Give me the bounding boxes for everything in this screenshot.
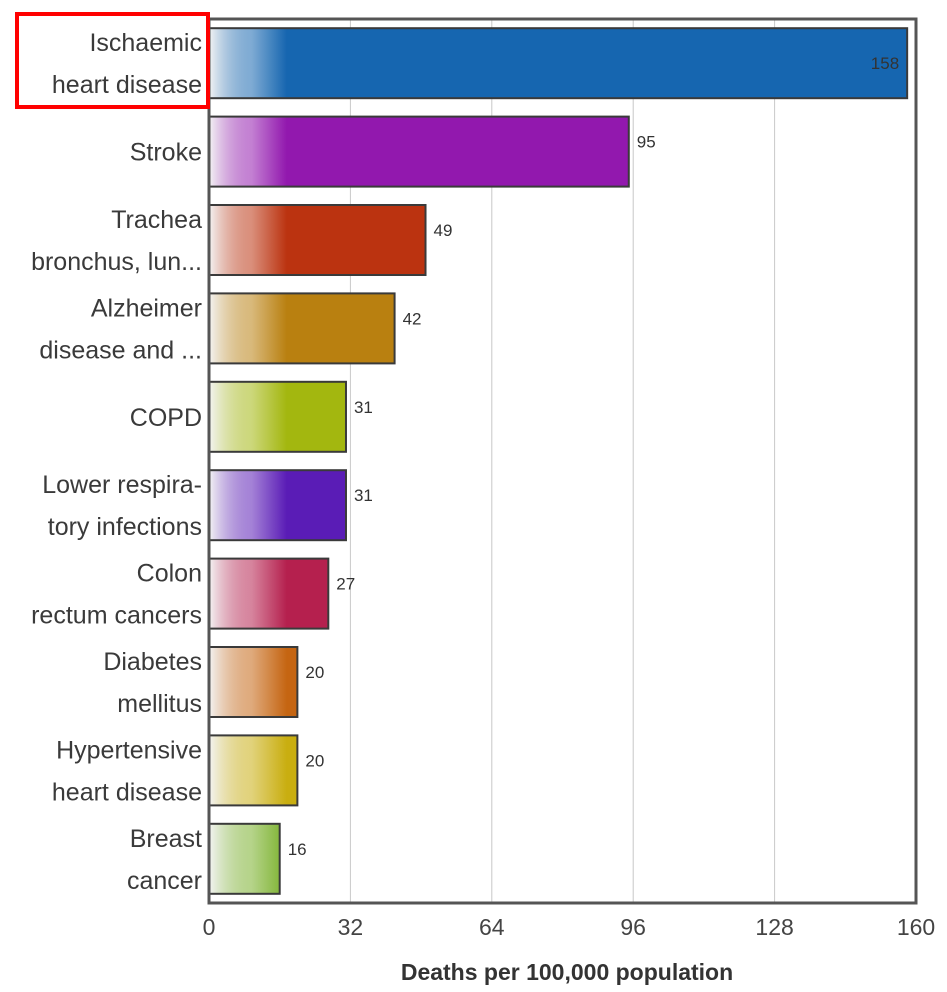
x-tick-label: 32: [338, 914, 364, 940]
value-label: 31: [354, 398, 373, 417]
highlight-box: [15, 12, 210, 109]
category-label: Hypertensive: [56, 736, 202, 764]
bar: [208, 734, 299, 807]
category-labels: Ischaemic heart disease Stroke Trachea bronc…: [31, 29, 202, 895]
bar: [208, 27, 909, 100]
value-label: 49: [434, 221, 453, 240]
category-label: cancer: [127, 867, 202, 895]
x-tick-label: 128: [755, 914, 793, 940]
category-label: Lower respira-: [42, 471, 202, 499]
category-label: tory infections: [48, 513, 202, 541]
x-tick-label: 0: [203, 914, 216, 940]
category-label: Colon: [137, 560, 202, 588]
category-label: heart disease: [52, 71, 202, 99]
bar: [208, 115, 630, 188]
category-label: mellitus: [117, 690, 202, 718]
x-tick-label: 160: [897, 914, 935, 940]
x-tick-label: 64: [479, 914, 505, 940]
bar: [208, 469, 347, 542]
category-label: disease and ...: [39, 336, 202, 364]
x-axis-title: Deaths per 100,000 population: [401, 959, 733, 985]
x-axis-ticks: 0 32 64 96 128 160: [203, 914, 936, 940]
bar: [208, 822, 281, 895]
plot-frame: [207, 17, 918, 905]
value-label: 95: [637, 133, 656, 152]
bars: [208, 27, 909, 895]
category-label: Alzheimer: [91, 294, 202, 322]
value-label: 27: [336, 575, 355, 594]
category-label: rectum cancers: [31, 602, 202, 630]
value-label: 20: [305, 663, 324, 682]
value-label: 42: [403, 309, 422, 328]
category-label: bronchus, lun...: [31, 248, 202, 276]
value-label: 16: [288, 840, 307, 859]
bar: [208, 380, 347, 453]
x-tick-label: 96: [620, 914, 646, 940]
category-label: Trachea: [111, 206, 202, 234]
category-label: Stroke: [130, 139, 202, 167]
bar: [208, 646, 299, 718]
category-label: Breast: [130, 825, 202, 853]
category-label: COPD: [130, 404, 202, 432]
value-labels: 158 95 49 42 31 31 27 20 20 16: [288, 54, 899, 859]
bar: [208, 204, 427, 276]
category-label: Ischaemic: [89, 29, 202, 57]
category-label: heart disease: [52, 778, 202, 806]
bar: [208, 557, 330, 630]
value-label: 158: [871, 54, 899, 73]
value-label: 20: [305, 751, 324, 770]
bar: [208, 292, 396, 365]
category-label: Diabetes: [103, 648, 202, 676]
value-label: 31: [354, 486, 373, 505]
